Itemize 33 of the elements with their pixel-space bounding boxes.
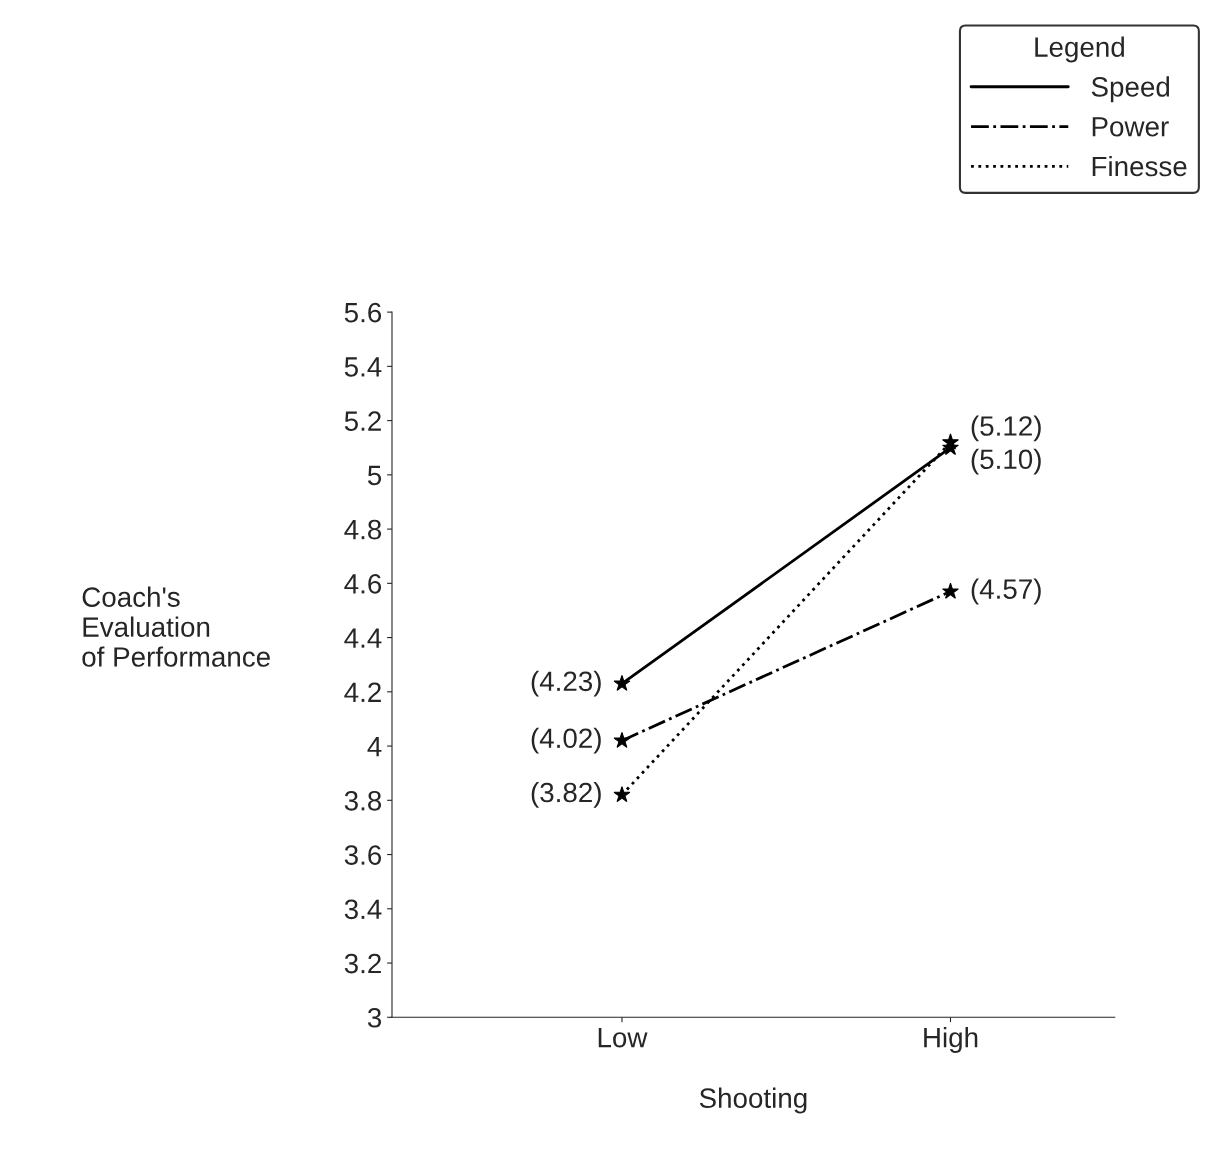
x-tick-label: High xyxy=(924,1027,978,1053)
y-tick-label: 5.2 xyxy=(344,411,381,431)
data-label: (5.12) xyxy=(971,415,1041,442)
y-tick-label: 3.8 xyxy=(344,790,382,811)
point xyxy=(942,433,959,450)
legend-title: Legend xyxy=(1035,36,1124,63)
y-tick-label: 5.6 xyxy=(344,302,382,323)
point xyxy=(613,786,631,803)
y-tick-label: 3 xyxy=(367,1007,382,1028)
y-tick-label: 4.2 xyxy=(344,682,381,702)
legend-label: Speed xyxy=(1091,76,1170,103)
data-label: (5.10) xyxy=(971,448,1041,475)
legend-label: Finesse xyxy=(1092,155,1187,177)
legend-label: Power xyxy=(1092,117,1169,137)
y-tick-label: 4 xyxy=(367,737,382,757)
data-label: (4.02) xyxy=(531,727,601,754)
x-axis-title: Shooting xyxy=(699,1087,807,1114)
data-label: (3.82) xyxy=(531,781,601,808)
y-tick-label: 4.4 xyxy=(344,628,382,648)
y-tick-label: 5 xyxy=(367,465,382,486)
y-tick-label: 3.4 xyxy=(344,899,382,920)
point xyxy=(613,674,631,691)
point xyxy=(942,582,959,599)
point xyxy=(613,731,631,748)
y-tick-label: 3.6 xyxy=(344,845,382,865)
x-tick-label: Low xyxy=(598,1028,648,1048)
y-tick-label: 5.4 xyxy=(344,357,382,377)
y-tick-label: 3.2 xyxy=(344,953,381,974)
y-axis-title: Coach's Evaluation of Performance xyxy=(82,586,270,667)
data-label: (4.57) xyxy=(971,578,1041,605)
y-tick-label: 4.8 xyxy=(344,519,382,540)
y-tick-label: 4.6 xyxy=(344,574,382,594)
data-label: (4.23) xyxy=(531,670,601,697)
